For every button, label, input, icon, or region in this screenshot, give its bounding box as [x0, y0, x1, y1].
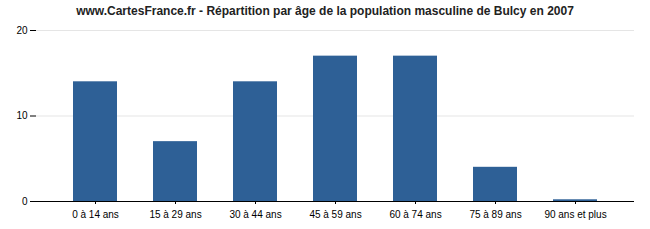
svg-text:90 ans et plus: 90 ans et plus [544, 209, 606, 220]
svg-text:10: 10 [16, 110, 28, 121]
svg-text:15 à 29 ans: 15 à 29 ans [149, 209, 201, 220]
svg-text:60 à 74 ans: 60 à 74 ans [389, 209, 441, 220]
svg-text:75 à 89 ans: 75 à 89 ans [469, 209, 521, 220]
svg-text:30 à 44 ans: 30 à 44 ans [229, 209, 281, 220]
svg-text:0 à 14 ans: 0 à 14 ans [72, 209, 119, 220]
html-text:www.CartesFrance.fr - Répartit: www.CartesFrance.fr - Répartition par âg… [76, 4, 574, 18]
svg-text:45 à 59 ans: 45 à 59 ans [309, 209, 361, 220]
svg-text:0: 0 [22, 196, 28, 207]
svg-text:20: 20 [16, 25, 28, 36]
